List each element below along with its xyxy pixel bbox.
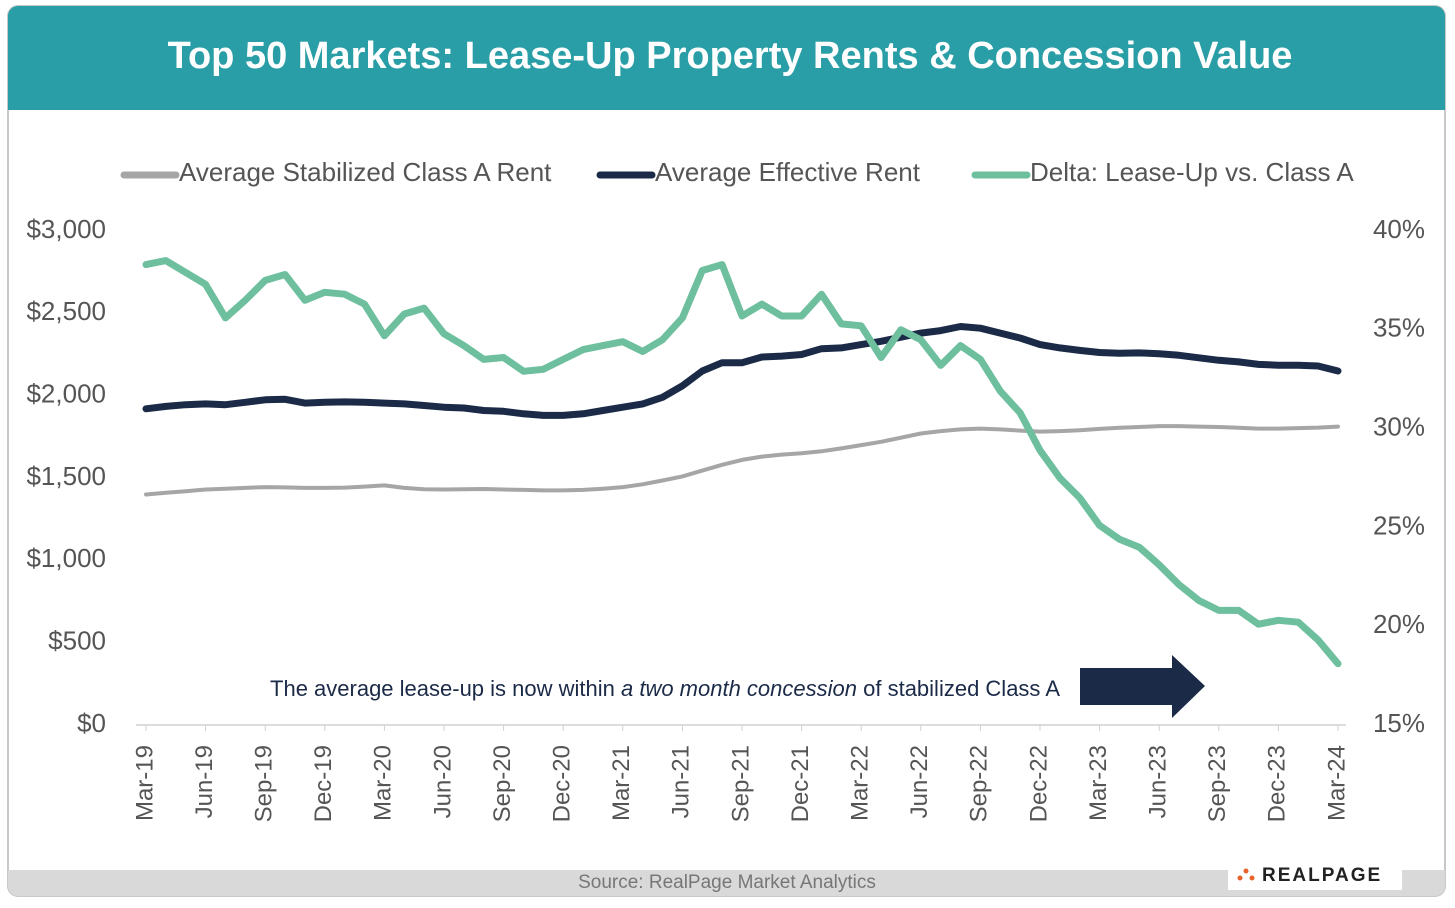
x-tick-label: Mar-19 — [131, 745, 158, 821]
y2-tick-label: 40% — [1373, 214, 1425, 244]
y2-tick-label: 15% — [1373, 708, 1425, 738]
y-tick-label: $0 — [77, 708, 106, 738]
x-tick-label: Jun-21 — [668, 745, 695, 818]
y-tick-label: $1,500 — [26, 461, 106, 491]
annotation-emphasis: a two month concession — [621, 676, 857, 701]
annotation-arrow — [1080, 655, 1205, 718]
footer-band — [8, 870, 1445, 896]
logo-dot — [1249, 875, 1255, 881]
y-tick-label: $500 — [48, 626, 106, 656]
annotation-text: The average lease-up is now within — [270, 676, 621, 701]
y-tick-label: $1,000 — [26, 543, 106, 573]
x-tick-label: Sep-23 — [1204, 745, 1231, 822]
annotation: The average lease-up is now within a two… — [270, 676, 1060, 701]
x-tick-label: Sep-19 — [251, 745, 278, 822]
logo: REALPAGE — [1262, 865, 1382, 886]
x-tick-label: Jun-23 — [1145, 745, 1172, 818]
x-tick-label: Jun-20 — [429, 745, 456, 818]
x-tick-label: Mar-23 — [1085, 745, 1112, 821]
header-band — [8, 6, 1445, 110]
plot — [142, 257, 1342, 668]
y-tick-label: $3,000 — [26, 214, 106, 244]
y2-tick-label: 20% — [1373, 609, 1425, 639]
logo-dot — [1237, 875, 1243, 881]
x-tick-label: Jun-19 — [191, 745, 218, 818]
x-tick-label: Jun-22 — [906, 745, 933, 818]
source: Source: RealPage Market Analytics — [578, 872, 876, 893]
annotation-text: of stabilized Class A — [857, 676, 1060, 701]
y2-tick-label: 25% — [1373, 510, 1425, 540]
x-tick-label: Sep-20 — [489, 745, 516, 822]
y-tick-label: $2,500 — [26, 296, 106, 326]
y-tick-label: $2,000 — [26, 379, 106, 409]
x-tick-label: Mar-24 — [1323, 745, 1350, 821]
x-tick-label: Mar-20 — [370, 745, 397, 821]
legend-label: Delta: Lease-Up vs. Class A — [1030, 157, 1354, 187]
series-line — [144, 424, 1340, 497]
logo-dot — [1243, 868, 1249, 874]
x-tick-label: Dec-22 — [1025, 745, 1052, 822]
x-tick-label: Mar-21 — [608, 745, 635, 821]
logo-box — [1228, 862, 1402, 890]
series-line — [142, 257, 1342, 668]
chart-title: Top 50 Markets: Lease-Up Property Rents … — [168, 35, 1293, 77]
y2-tick-label: 30% — [1373, 411, 1425, 441]
x-tick-label: Dec-20 — [549, 745, 576, 822]
x-tick-label: Sep-22 — [966, 745, 993, 822]
x-tick-label: Dec-19 — [310, 745, 337, 822]
legend-label: Average Stabilized Class A Rent — [179, 157, 552, 187]
x-tick-label: Sep-21 — [727, 745, 754, 822]
series-line — [142, 323, 1342, 419]
x-tick-label: Dec-21 — [787, 745, 814, 822]
x-tick-label: Dec-23 — [1264, 745, 1291, 822]
y2-tick-label: 35% — [1373, 313, 1425, 343]
x-tick-label: Mar-22 — [847, 745, 874, 821]
legend-label: Average Effective Rent — [655, 157, 921, 187]
